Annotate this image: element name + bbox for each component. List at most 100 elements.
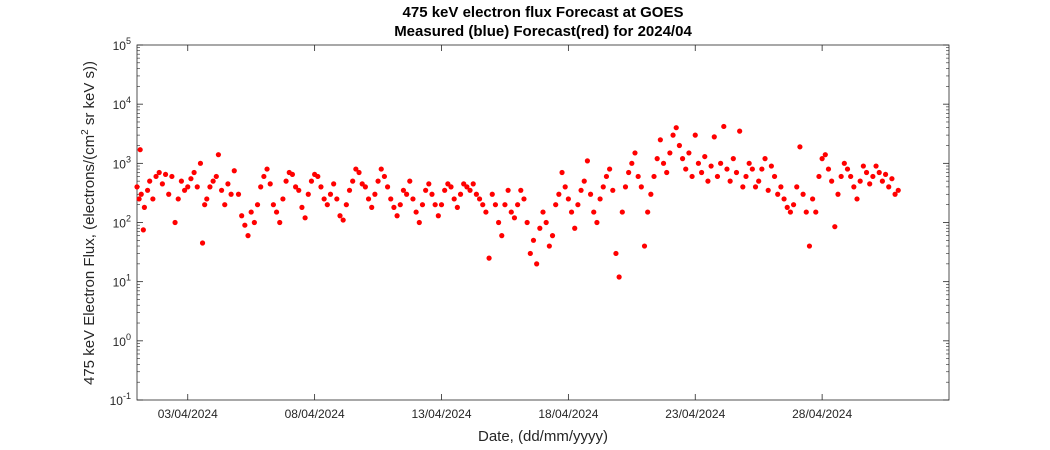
data-point bbox=[565, 196, 571, 202]
data-point bbox=[454, 204, 460, 210]
data-point bbox=[645, 209, 651, 215]
data-point bbox=[733, 169, 740, 176]
data-point bbox=[305, 191, 311, 197]
data-point bbox=[423, 187, 429, 193]
data-point bbox=[248, 209, 254, 215]
y-tick-base: 10 bbox=[113, 157, 127, 171]
data-point bbox=[895, 187, 901, 193]
data-point bbox=[258, 184, 264, 190]
data-point bbox=[210, 178, 216, 184]
data-point bbox=[740, 184, 746, 190]
data-point bbox=[562, 184, 568, 190]
data-point bbox=[746, 160, 752, 166]
data-point bbox=[841, 160, 847, 166]
data-point bbox=[806, 243, 813, 249]
data-point bbox=[502, 202, 508, 208]
data-point bbox=[835, 191, 841, 197]
data-point bbox=[810, 196, 816, 202]
data-point bbox=[483, 209, 489, 215]
y-tick-exponent: 1 bbox=[126, 273, 131, 283]
data-point bbox=[369, 204, 375, 210]
data-point bbox=[457, 191, 464, 197]
data-point bbox=[829, 178, 835, 184]
y-tick-exponent: 0 bbox=[126, 332, 131, 342]
data-point bbox=[683, 166, 689, 172]
data-point bbox=[616, 274, 622, 280]
data-point bbox=[492, 202, 499, 208]
data-point bbox=[698, 169, 705, 176]
data-point bbox=[283, 178, 289, 184]
chart-title: 475 keV electron flux Forecast at GOES bbox=[403, 4, 684, 21]
data-point bbox=[648, 191, 654, 197]
data-point bbox=[391, 204, 397, 210]
y-tick-label: 100 bbox=[113, 332, 131, 349]
data-point bbox=[838, 173, 844, 180]
data-point bbox=[153, 173, 159, 180]
y-tick-base: 10 bbox=[113, 335, 127, 349]
data-point bbox=[797, 144, 803, 150]
data-point bbox=[378, 166, 384, 172]
data-point bbox=[756, 178, 762, 184]
data-point bbox=[664, 169, 670, 176]
data-point bbox=[280, 196, 286, 202]
data-point bbox=[442, 187, 448, 193]
data-point bbox=[346, 187, 353, 193]
data-point bbox=[245, 233, 251, 239]
data-point bbox=[242, 222, 248, 228]
data-point bbox=[144, 187, 151, 193]
data-point bbox=[419, 202, 426, 208]
data-point bbox=[277, 219, 283, 226]
data-point bbox=[194, 184, 200, 190]
data-point bbox=[889, 176, 895, 182]
data-point bbox=[215, 152, 222, 158]
data-point bbox=[324, 202, 330, 208]
data-point bbox=[505, 187, 511, 193]
data-point bbox=[137, 147, 143, 153]
data-point bbox=[530, 237, 537, 243]
y-axis-label-tail: sr keV s)) bbox=[81, 61, 98, 129]
data-point bbox=[518, 187, 524, 193]
data-point bbox=[534, 261, 540, 267]
data-point bbox=[213, 173, 219, 180]
y-tick-label: 10-1 bbox=[110, 391, 131, 408]
data-point bbox=[727, 178, 733, 184]
data-point bbox=[768, 163, 774, 169]
data-point bbox=[594, 219, 600, 226]
data-point bbox=[591, 209, 597, 215]
data-point bbox=[540, 209, 546, 215]
data-point bbox=[404, 191, 410, 197]
data-point bbox=[527, 250, 533, 257]
data-point bbox=[670, 132, 676, 138]
data-point bbox=[892, 191, 898, 197]
data-point bbox=[879, 178, 885, 184]
data-point bbox=[689, 173, 695, 180]
plot-frame bbox=[136, 44, 950, 401]
y-tick-base: 10 bbox=[113, 217, 127, 231]
data-point bbox=[353, 166, 359, 172]
data-point bbox=[448, 184, 454, 190]
x-tick-label: 08/04/2024 bbox=[285, 407, 345, 421]
data-point bbox=[635, 173, 641, 180]
data-point bbox=[515, 202, 521, 208]
data-point bbox=[191, 169, 197, 176]
data-point bbox=[267, 181, 273, 187]
data-point bbox=[692, 132, 698, 138]
data-point bbox=[686, 150, 692, 156]
data-point bbox=[181, 187, 188, 193]
data-point bbox=[819, 156, 825, 162]
data-point bbox=[705, 178, 711, 184]
data-point bbox=[718, 160, 724, 166]
y-axis-label-superscript: 2 bbox=[80, 129, 91, 135]
data-point bbox=[166, 191, 172, 197]
data-point bbox=[816, 173, 822, 180]
data-point bbox=[832, 224, 838, 230]
data-point bbox=[626, 169, 632, 176]
data-point bbox=[273, 209, 280, 215]
data-point bbox=[603, 173, 610, 180]
data-point bbox=[575, 202, 581, 208]
data-point bbox=[372, 191, 378, 197]
data-point bbox=[432, 202, 438, 208]
y-axis-label: 475 keV Electron Flux, (electrons/(cm2 s… bbox=[80, 61, 98, 385]
plot-area: 03/04/2024 08/04/2024 13/04/2024 18/04/2024… bbox=[110, 36, 950, 421]
